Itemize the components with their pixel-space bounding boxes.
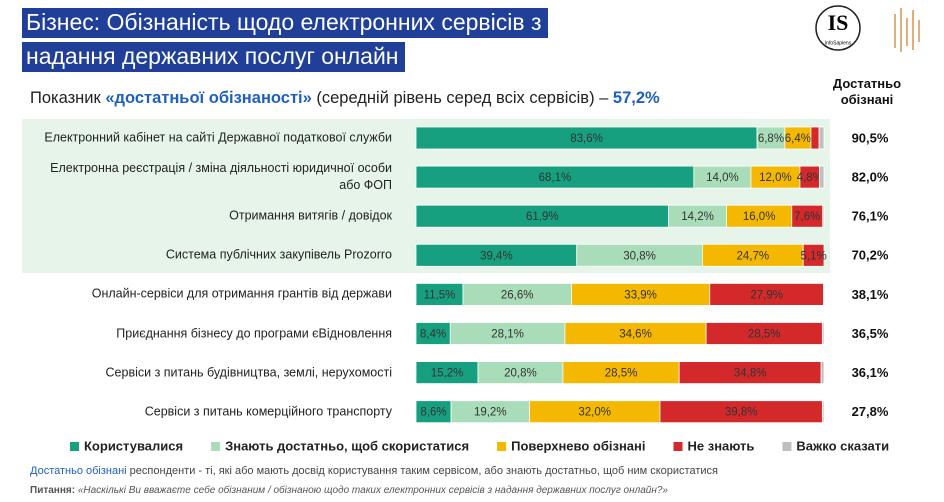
data-label: 6,4% <box>785 133 811 145</box>
data-label: 20,8% <box>504 368 537 380</box>
data-label: 28,5% <box>748 329 781 341</box>
logo-name: InfoSapiens <box>825 40 852 46</box>
data-label: 34,6% <box>619 329 652 341</box>
category-label: Приєднання бізнесу до програми єВідновле… <box>116 326 392 340</box>
legend-swatch <box>673 442 683 451</box>
data-label: 5,1% <box>800 250 826 262</box>
data-label: 19,2% <box>474 407 507 419</box>
data-label: 34,8% <box>734 368 767 380</box>
logo-circle <box>815 5 861 51</box>
subtitle-value: 57,2% <box>613 89 660 107</box>
category-label: Онлайн-сервіси для отримання грантів від… <box>91 286 392 301</box>
legend-label: Важко сказати <box>796 438 889 453</box>
total-label: 90,5% <box>852 130 889 145</box>
subtitle-text: (середній рівень серед всіх сервісів) – <box>312 89 613 107</box>
data-label: 15,2% <box>431 368 464 380</box>
data-label: 33,9% <box>624 289 657 301</box>
total-label: 36,1% <box>852 365 889 380</box>
total-label: 36,5% <box>852 326 889 341</box>
data-label: 27,9% <box>750 289 783 301</box>
legend-label: Користувалися <box>84 438 183 453</box>
total-label: 76,1% <box>852 209 889 224</box>
footnote-term: Достатньо обізнані <box>30 465 127 477</box>
total-label: 70,2% <box>852 248 889 263</box>
data-label: 32,0% <box>578 407 611 419</box>
data-label: 39,4% <box>480 250 513 262</box>
question-text: «Наскількі Ви вважаєте себе обізнаним / … <box>75 484 668 496</box>
question-label: Питання: <box>30 485 75 496</box>
bar-segment <box>820 361 825 385</box>
title-line: надання державних послуг онлайн <box>22 42 405 72</box>
bar-segment <box>810 126 820 150</box>
bar-segment <box>821 322 825 345</box>
subtitle-text: Показник <box>30 89 105 107</box>
data-label: 28,5% <box>605 368 638 380</box>
footnote: Достатньо обізнані респонденти - ті, які… <box>30 465 718 477</box>
data-label: 4,8% <box>797 172 823 184</box>
category-label: Сервіси з питань будівництва, землі, нер… <box>105 365 392 380</box>
bar-segment <box>818 126 825 150</box>
logo-mark: IS <box>828 10 849 35</box>
legend-swatch <box>782 442 792 451</box>
category-label: Електронна реєстрація / зміна діяльності… <box>50 161 392 193</box>
data-label: 39,8% <box>725 407 758 419</box>
data-label: 61,9% <box>526 211 559 223</box>
question: Питання: «Наскількі Ви вважаєте себе обі… <box>30 484 668 496</box>
bar-segment <box>821 400 825 424</box>
data-label: 30,8% <box>623 250 656 262</box>
bar-segment <box>822 204 825 228</box>
legend-swatch <box>497 442 507 451</box>
data-label: 26,6% <box>501 289 534 301</box>
data-label: 8,4% <box>420 329 446 341</box>
legend-label: Не знають <box>688 438 755 453</box>
subtitle-em: «достатньої обізнаності» <box>105 89 311 107</box>
total-label: 82,0% <box>852 170 889 185</box>
data-label: 11,5% <box>424 289 456 301</box>
data-label: 12,0% <box>759 172 792 184</box>
data-label: 28,1% <box>491 329 524 341</box>
data-label: 6,8% <box>758 133 784 145</box>
total-label: 38,1% <box>852 287 889 302</box>
data-label: 8,6% <box>420 407 446 419</box>
data-label: 83,6% <box>570 133 603 145</box>
footnote-text: респонденти - ті, які або мають досвід к… <box>127 465 718 477</box>
subtitle: Показник «достатньої обізнаності» (серед… <box>30 89 660 107</box>
legend-swatch <box>211 442 221 451</box>
category-label: Сервіси з питань комерційного транспорту <box>144 404 392 419</box>
total-label: 27,8% <box>852 404 889 419</box>
legend-label: Поверхнево обізнані <box>511 438 645 453</box>
bar-segment <box>802 243 825 267</box>
data-label: 16,0% <box>743 211 776 223</box>
logo-bars <box>894 8 920 52</box>
category-label: Електронний кабінет на сайті Державної п… <box>44 130 392 145</box>
data-label: 24,7% <box>736 250 769 262</box>
title-line: Бізнес: Обізнаність щодо електронних сер… <box>22 8 548 38</box>
legend-label: Знають достатньо, щоб скористатися <box>225 438 469 453</box>
data-label: 14,2% <box>681 211 714 223</box>
data-label: 68,1% <box>539 172 572 184</box>
data-label: 14,0% <box>706 172 739 184</box>
bar-segment <box>819 165 825 189</box>
category-label: Система публічних закупівель Prozorro <box>165 247 392 262</box>
legend-swatch <box>70 442 79 451</box>
totals-header: Достатньо обізнані <box>832 76 902 107</box>
category-label: Отримання витягів / довідок <box>229 208 392 223</box>
data-label: 7,6% <box>794 211 820 223</box>
